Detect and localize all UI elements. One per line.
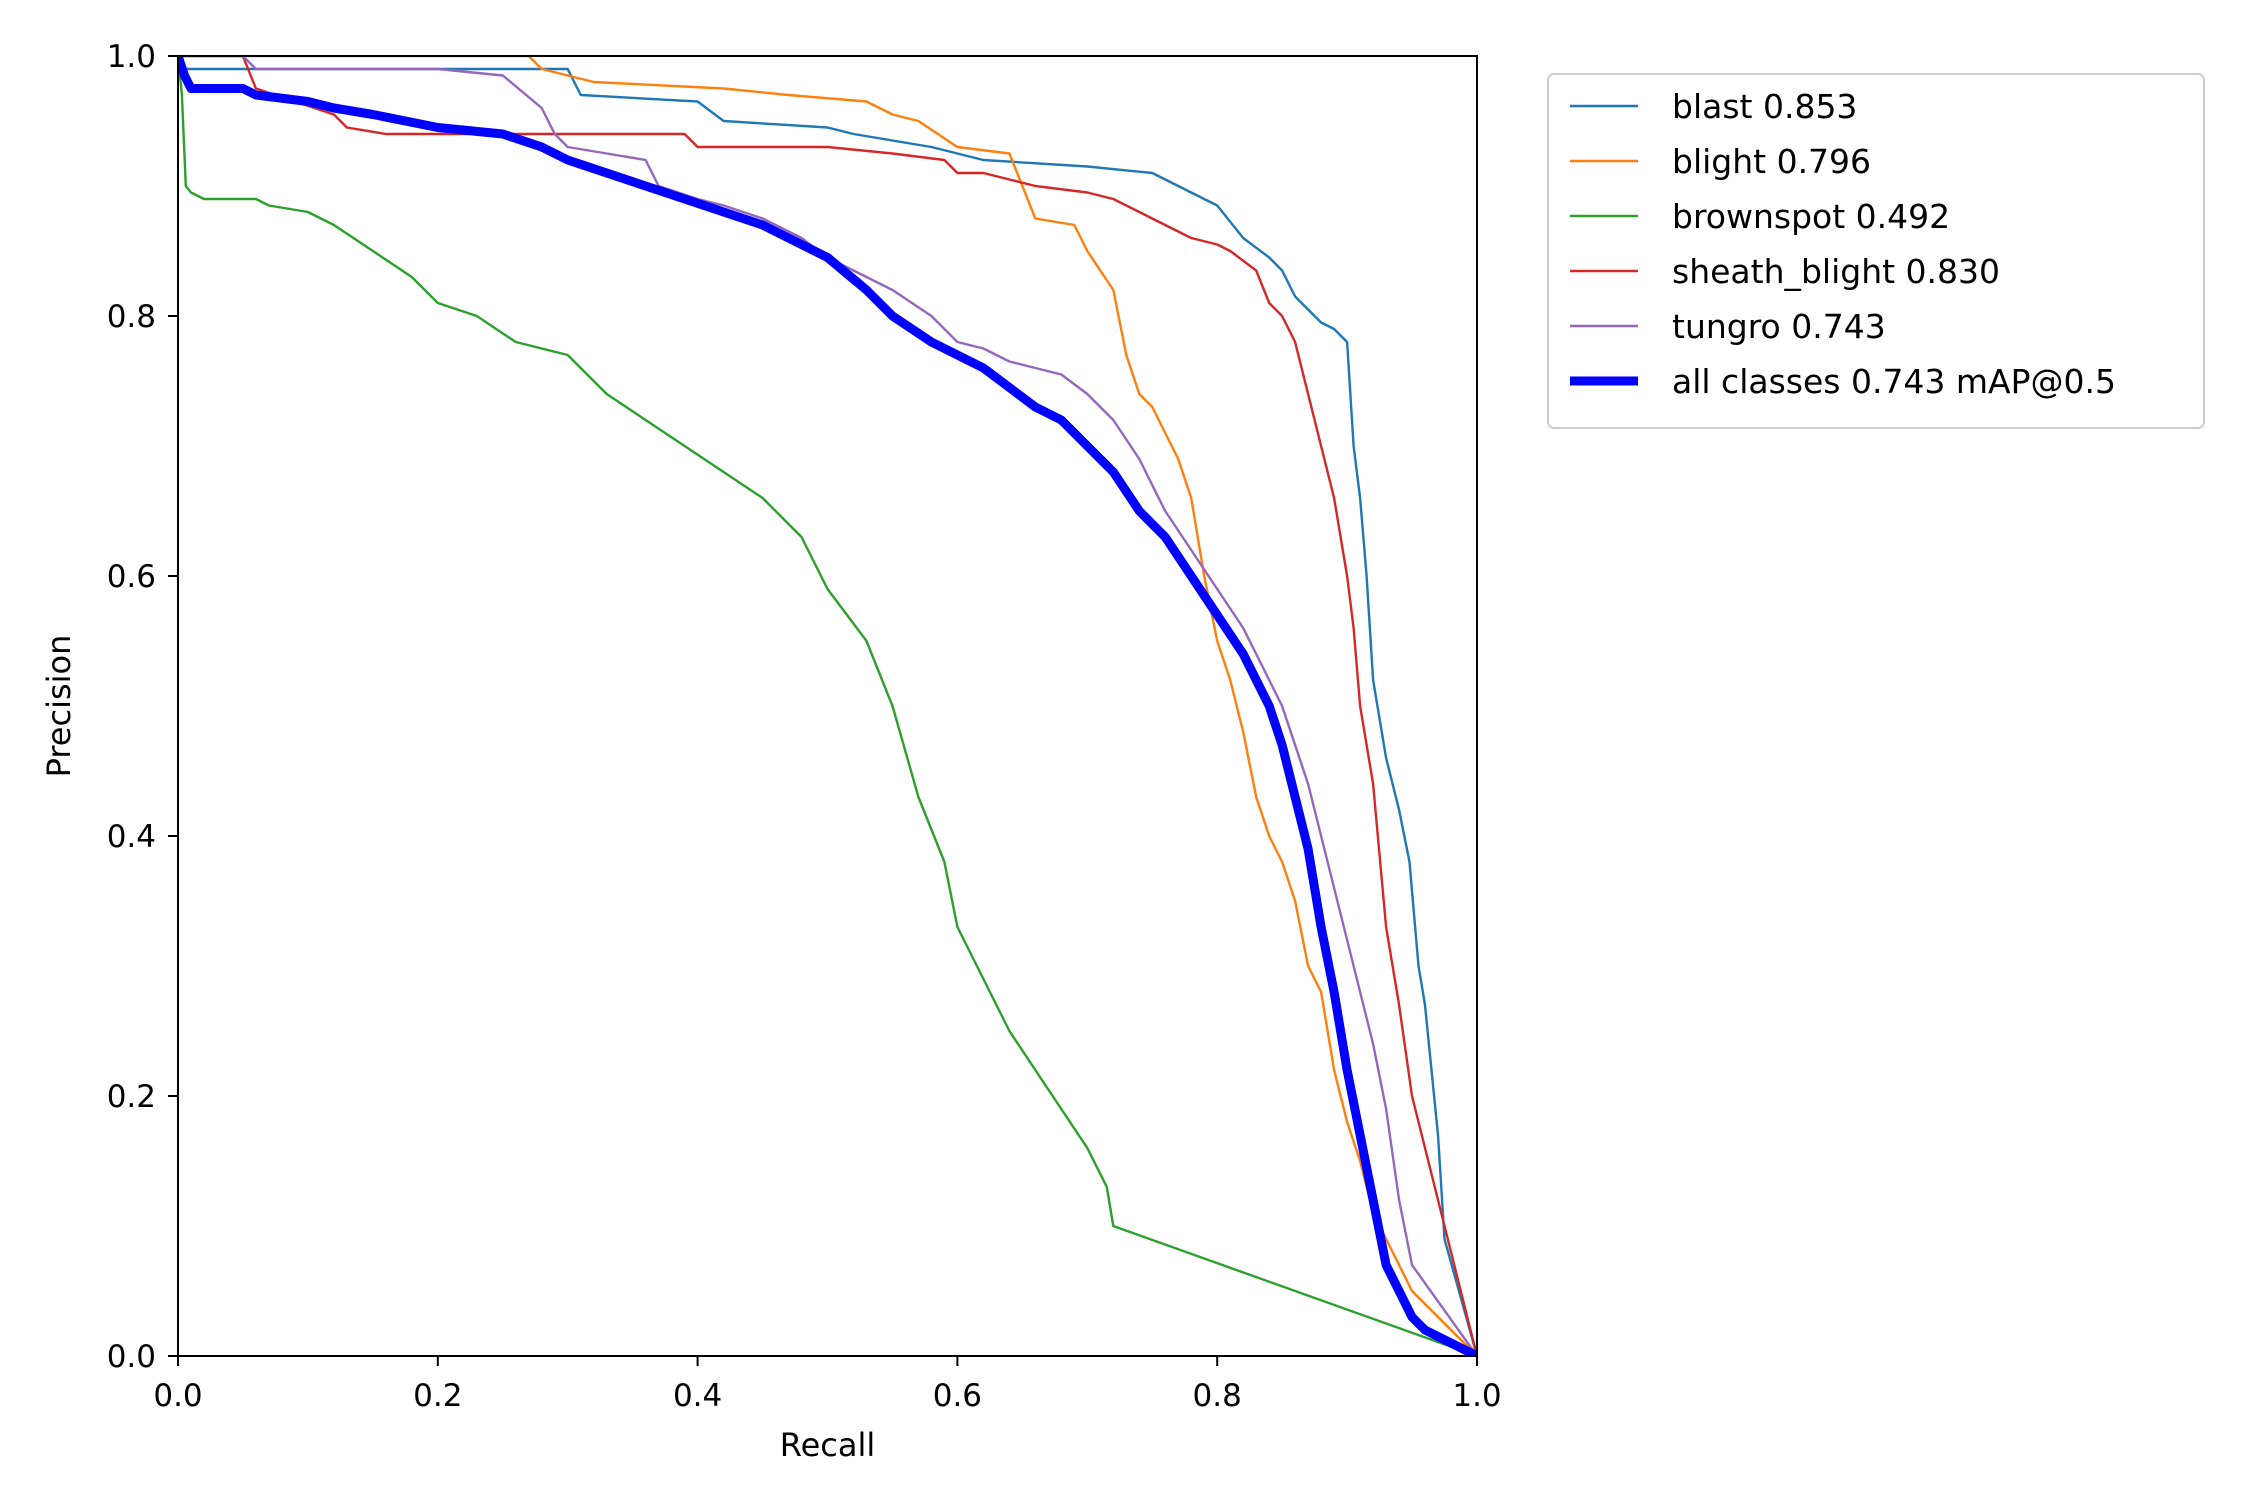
series-line-0	[178, 56, 1477, 1356]
x-tick-label: 0.0	[153, 1378, 202, 1414]
series-line-4	[178, 56, 1477, 1356]
y-tick-label: 1.0	[107, 39, 156, 75]
x-tick-label: 0.6	[933, 1378, 982, 1414]
plot-frame	[177, 55, 1478, 1357]
x-tick-label: 0.8	[1193, 1378, 1242, 1414]
x-tick-label: 1.0	[1452, 1378, 1501, 1414]
x-axis-label: Recall	[780, 1426, 875, 1464]
series-line-1	[178, 56, 1477, 1356]
legend-box	[1547, 73, 2205, 429]
legend-label: all classes 0.743 mAP@0.5	[1672, 362, 2116, 401]
legend-label: blast 0.853	[1672, 87, 1857, 126]
legend-label: brownspot 0.492	[1672, 197, 1950, 236]
legend-label: tungro 0.743	[1672, 307, 1886, 346]
series-line-2	[178, 56, 1477, 1356]
y-axis-label: Precision	[40, 635, 78, 778]
series-line-5	[178, 56, 1477, 1356]
y-tick-label: 0.4	[107, 819, 156, 855]
y-tick-label: 0.8	[107, 299, 156, 335]
y-tick-label: 0.0	[107, 1339, 156, 1375]
y-tick-label: 0.6	[107, 559, 156, 595]
x-tick-label: 0.2	[413, 1378, 462, 1414]
y-tick-label: 0.2	[107, 1079, 156, 1115]
legend-label: blight 0.796	[1672, 142, 1871, 181]
legend-label: sheath_blight 0.830	[1672, 252, 2000, 291]
x-tick-label: 0.4	[673, 1378, 722, 1414]
series-line-3	[178, 56, 1477, 1356]
